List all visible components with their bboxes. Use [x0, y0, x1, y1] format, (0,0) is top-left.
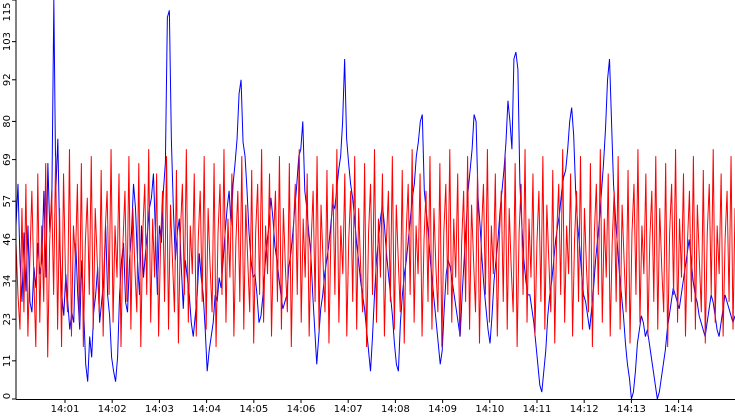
x-tick-label: 14:04: [192, 404, 221, 415]
y-tick-label: 92: [2, 73, 13, 86]
x-tick-label: 14:11: [523, 404, 552, 415]
x-tick-label: 14:08: [381, 404, 410, 415]
x-tick-label: 14:14: [664, 404, 693, 415]
y-tick-label: 34: [2, 275, 13, 288]
x-tick-label: 14:12: [570, 404, 599, 415]
x-tick-label: 14:05: [239, 404, 268, 415]
y-tick-label: 57: [2, 195, 13, 208]
x-tick-label: 14:02: [98, 404, 127, 415]
y-tick-label: 11: [2, 354, 13, 367]
y-tick-label: 46: [2, 233, 13, 246]
y-tick-label: 23: [2, 313, 13, 326]
y-tick-label: 103: [2, 32, 13, 51]
x-tick-label: 14:07: [334, 404, 363, 415]
y-tick-label: 80: [2, 115, 13, 128]
x-tick-label: 14:13: [617, 404, 646, 415]
y-tick-label: 115: [2, 2, 13, 21]
series-layer: [15, 0, 735, 400]
x-tick-label: 14:01: [51, 404, 80, 415]
x-tick-label: 14:03: [145, 404, 174, 415]
x-tick-label: 14:10: [475, 404, 504, 415]
y-tick-label: 0: [2, 393, 13, 399]
x-tick-label: 14:09: [428, 404, 457, 415]
x-tick-label: 14:06: [287, 404, 316, 415]
y-tick-label: 69: [2, 153, 13, 166]
series-line-2: [15, 149, 735, 358]
